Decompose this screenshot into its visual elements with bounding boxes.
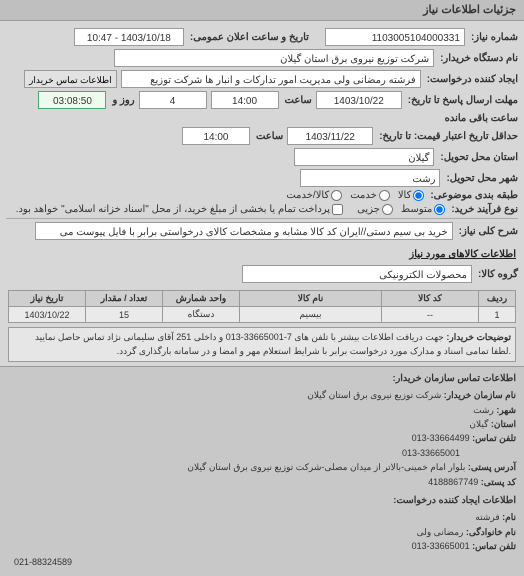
row-need-desc: شرح کلی نیاز: خرید بی سیم دستی//ایران کد… bbox=[6, 222, 518, 240]
tel-value: 013-33664499 bbox=[412, 431, 470, 445]
subject-type-radios: کالا خدمت کالا/خدمت bbox=[286, 190, 424, 201]
province-field: گیلان bbox=[294, 148, 434, 166]
buyer-name-field: شرکت توزیع نیروی برق استان گیلان bbox=[114, 49, 434, 67]
row-province: استان محل تحویل: گیلان bbox=[6, 148, 518, 166]
need-desc-field: خرید بی سیم دستی//ایران کد کالا مشابه و … bbox=[35, 222, 453, 240]
tel-label: تلفن تماس: bbox=[472, 433, 516, 443]
contact-block: اطلاعات تماس سازمان خریدار: نام سازمان خ… bbox=[0, 366, 524, 576]
buyer-notes-box: توضیحات خریدار: جهت دریافت اطلاعات بیشتر… bbox=[8, 327, 516, 362]
buyer-notes-label: توضیحات خریدار: bbox=[446, 332, 511, 342]
check-treasury[interactable]: پرداخت تمام یا بخشی از مبلغ خرید، از محل… bbox=[16, 204, 343, 215]
postal-label: آدرس پستی: bbox=[468, 462, 516, 472]
tel3-value: 013-33665001 bbox=[412, 539, 470, 553]
need-desc-label: شرح کلی نیاز: bbox=[457, 226, 518, 237]
postcode-label: کد پستی: bbox=[481, 477, 516, 487]
contact-city-value: رشت bbox=[473, 405, 494, 415]
process-type-radios: متوسط جزیی bbox=[357, 204, 445, 215]
row-subject-type: طبقه بندی موضوعی: کالا خدمت کالا/خدمت bbox=[6, 190, 518, 201]
need-number-field: 1103005104000331 bbox=[325, 28, 465, 46]
row-goods-group: گروه کالا: محصولات الکترونیکی bbox=[6, 265, 518, 283]
row-history: حداقل تاریخ اعتبار قیمت: تا تاریخ: 1403/… bbox=[6, 127, 518, 145]
name-label: نام: bbox=[502, 512, 516, 522]
goods-group-field: محصولات الکترونیکی bbox=[242, 265, 472, 283]
th-name: نام کالا bbox=[240, 291, 382, 307]
deadline-days-field: 4 bbox=[139, 91, 207, 109]
contact-province-value: گیلان bbox=[469, 419, 488, 429]
buyer-contact-button[interactable]: اطلاعات تماس خریدار bbox=[24, 70, 117, 88]
radio-khedmat[interactable]: خدمت bbox=[350, 190, 390, 201]
th-unit: واحد شمارش bbox=[163, 291, 240, 307]
deadline-date-field: 1403/10/22 bbox=[316, 91, 402, 109]
deadline-time-field: 14:00 bbox=[211, 91, 279, 109]
lastname-value: رمضانی ولی bbox=[417, 527, 464, 537]
th-row: ردیف bbox=[479, 291, 516, 307]
history-label: حداقل تاریخ اعتبار قیمت: تا تاریخ: bbox=[377, 131, 518, 142]
lastname-label: نام خانوادگی: bbox=[466, 527, 516, 537]
process-type-label: نوع فرآیند خرید: bbox=[449, 204, 518, 215]
td-row: 1 bbox=[479, 307, 516, 323]
province-label: استان محل تحویل: bbox=[438, 152, 518, 163]
panel-root: جزئیات اطلاعات نیاز شماره نیاز: 11030051… bbox=[0, 0, 524, 576]
tel3-label: تلفن تماس: bbox=[472, 541, 516, 551]
radio-kala[interactable]: کالا bbox=[398, 190, 425, 201]
creator-title: اطلاعات ایجاد کننده درخواست: bbox=[8, 493, 516, 508]
goods-info-title: اطلاعات کالاهای مورد نیاز bbox=[0, 245, 524, 262]
goods-section: گروه کالا: محصولات الکترونیکی bbox=[0, 265, 524, 288]
td-code: -- bbox=[382, 307, 479, 323]
announce-field: 1403/10/18 - 10:47 bbox=[74, 28, 184, 46]
contact-title: اطلاعات تماس سازمان خریدار: bbox=[8, 371, 516, 386]
buyer-notes-text: جهت دریافت اطلاعات بیشتر با تلفن های 7-3… bbox=[35, 332, 511, 356]
city-label: شهر محل تحویل: bbox=[444, 173, 518, 184]
row-process-type: نوع فرآیند خرید: متوسط جزیی پرداخت تمام … bbox=[6, 204, 518, 215]
deadline-days-label: روز و bbox=[110, 95, 134, 106]
row-request-creator: ایجاد کننده درخواست: فرشته رمضانی ولی مد… bbox=[6, 70, 518, 88]
th-code: کد کالا bbox=[382, 291, 479, 307]
bottom-tel: 021-88324589 bbox=[8, 555, 516, 569]
goods-table-head: ردیف کد کالا نام کالا واحد شمارش تعداد /… bbox=[9, 291, 516, 307]
contact-province-label: استان: bbox=[491, 419, 516, 429]
th-qty: تعداد / مقدار bbox=[86, 291, 163, 307]
deadline-label: مهلت ارسال پاسخ تا تاریخ: bbox=[406, 95, 518, 106]
need-number-label: شماره نیاز: bbox=[469, 32, 518, 43]
table-row: 1 -- بیسیم دستگاه 15 1403/10/22 bbox=[9, 307, 516, 323]
row-need-number: شماره نیاز: 1103005104000331 تاریخ و ساع… bbox=[6, 28, 518, 46]
th-date: تاریخ نیاز bbox=[9, 291, 86, 307]
radio-motavasset[interactable]: متوسط bbox=[401, 204, 445, 215]
goods-table: ردیف کد کالا نام کالا واحد شمارش تعداد /… bbox=[8, 290, 516, 323]
history-date-field: 1403/11/22 bbox=[287, 127, 373, 145]
td-qty: 15 bbox=[86, 307, 163, 323]
history-time-label: ساعت bbox=[254, 131, 283, 142]
postcode-value: 4188867749 bbox=[428, 475, 478, 489]
main-section: شماره نیاز: 1103005104000331 تاریخ و ساع… bbox=[0, 21, 524, 245]
separator-1 bbox=[6, 218, 518, 219]
subject-type-label: طبقه بندی موضوعی: bbox=[428, 190, 518, 201]
announce-label: تاریخ و ساعت اعلان عمومی: bbox=[188, 32, 309, 43]
buyer-name-label: نام دستگاه خریدار: bbox=[438, 53, 518, 64]
td-unit: دستگاه bbox=[163, 307, 240, 323]
org-value: شرکت توزیع نیروی برق استان گیلان bbox=[307, 390, 441, 400]
postal-value: بلوار امام خمینی-بالاتر از میدان مصلی-شر… bbox=[187, 462, 465, 472]
td-name: بیسیم bbox=[240, 307, 382, 323]
td-date: 1403/10/22 bbox=[9, 307, 86, 323]
deadline-remain-label: ساعت باقی مانده bbox=[443, 113, 518, 124]
deadline-remain-field: 03:08:50 bbox=[38, 91, 106, 109]
radio-jozii[interactable]: جزیی bbox=[357, 204, 393, 215]
org-label: نام سازمان خریدار: bbox=[444, 390, 516, 400]
request-creator-label: ایجاد کننده درخواست: bbox=[425, 74, 518, 85]
city-field: رشت bbox=[300, 169, 440, 187]
row-buyer-name: نام دستگاه خریدار: شرکت توزیع نیروی برق … bbox=[6, 49, 518, 67]
tel2-value: 013-33665001 bbox=[402, 446, 460, 460]
row-deadline: مهلت ارسال پاسخ تا تاریخ: 1403/10/22 ساع… bbox=[6, 91, 518, 124]
panel-header: جزئیات اطلاعات نیاز bbox=[0, 0, 524, 21]
contact-city-label: شهر: bbox=[496, 405, 516, 415]
row-city: شهر محل تحویل: رشت bbox=[6, 169, 518, 187]
radio-kala-khedmat[interactable]: کالا/خدمت bbox=[286, 190, 342, 201]
goods-group-label: گروه کالا: bbox=[476, 269, 518, 280]
deadline-time-label: ساعت bbox=[283, 95, 312, 106]
request-creator-field: فرشته رمضانی ولی مدیریت امور تدارکات و ا… bbox=[121, 70, 421, 88]
name-value: فرشته bbox=[475, 512, 499, 522]
history-time-field: 14:00 bbox=[182, 127, 250, 145]
